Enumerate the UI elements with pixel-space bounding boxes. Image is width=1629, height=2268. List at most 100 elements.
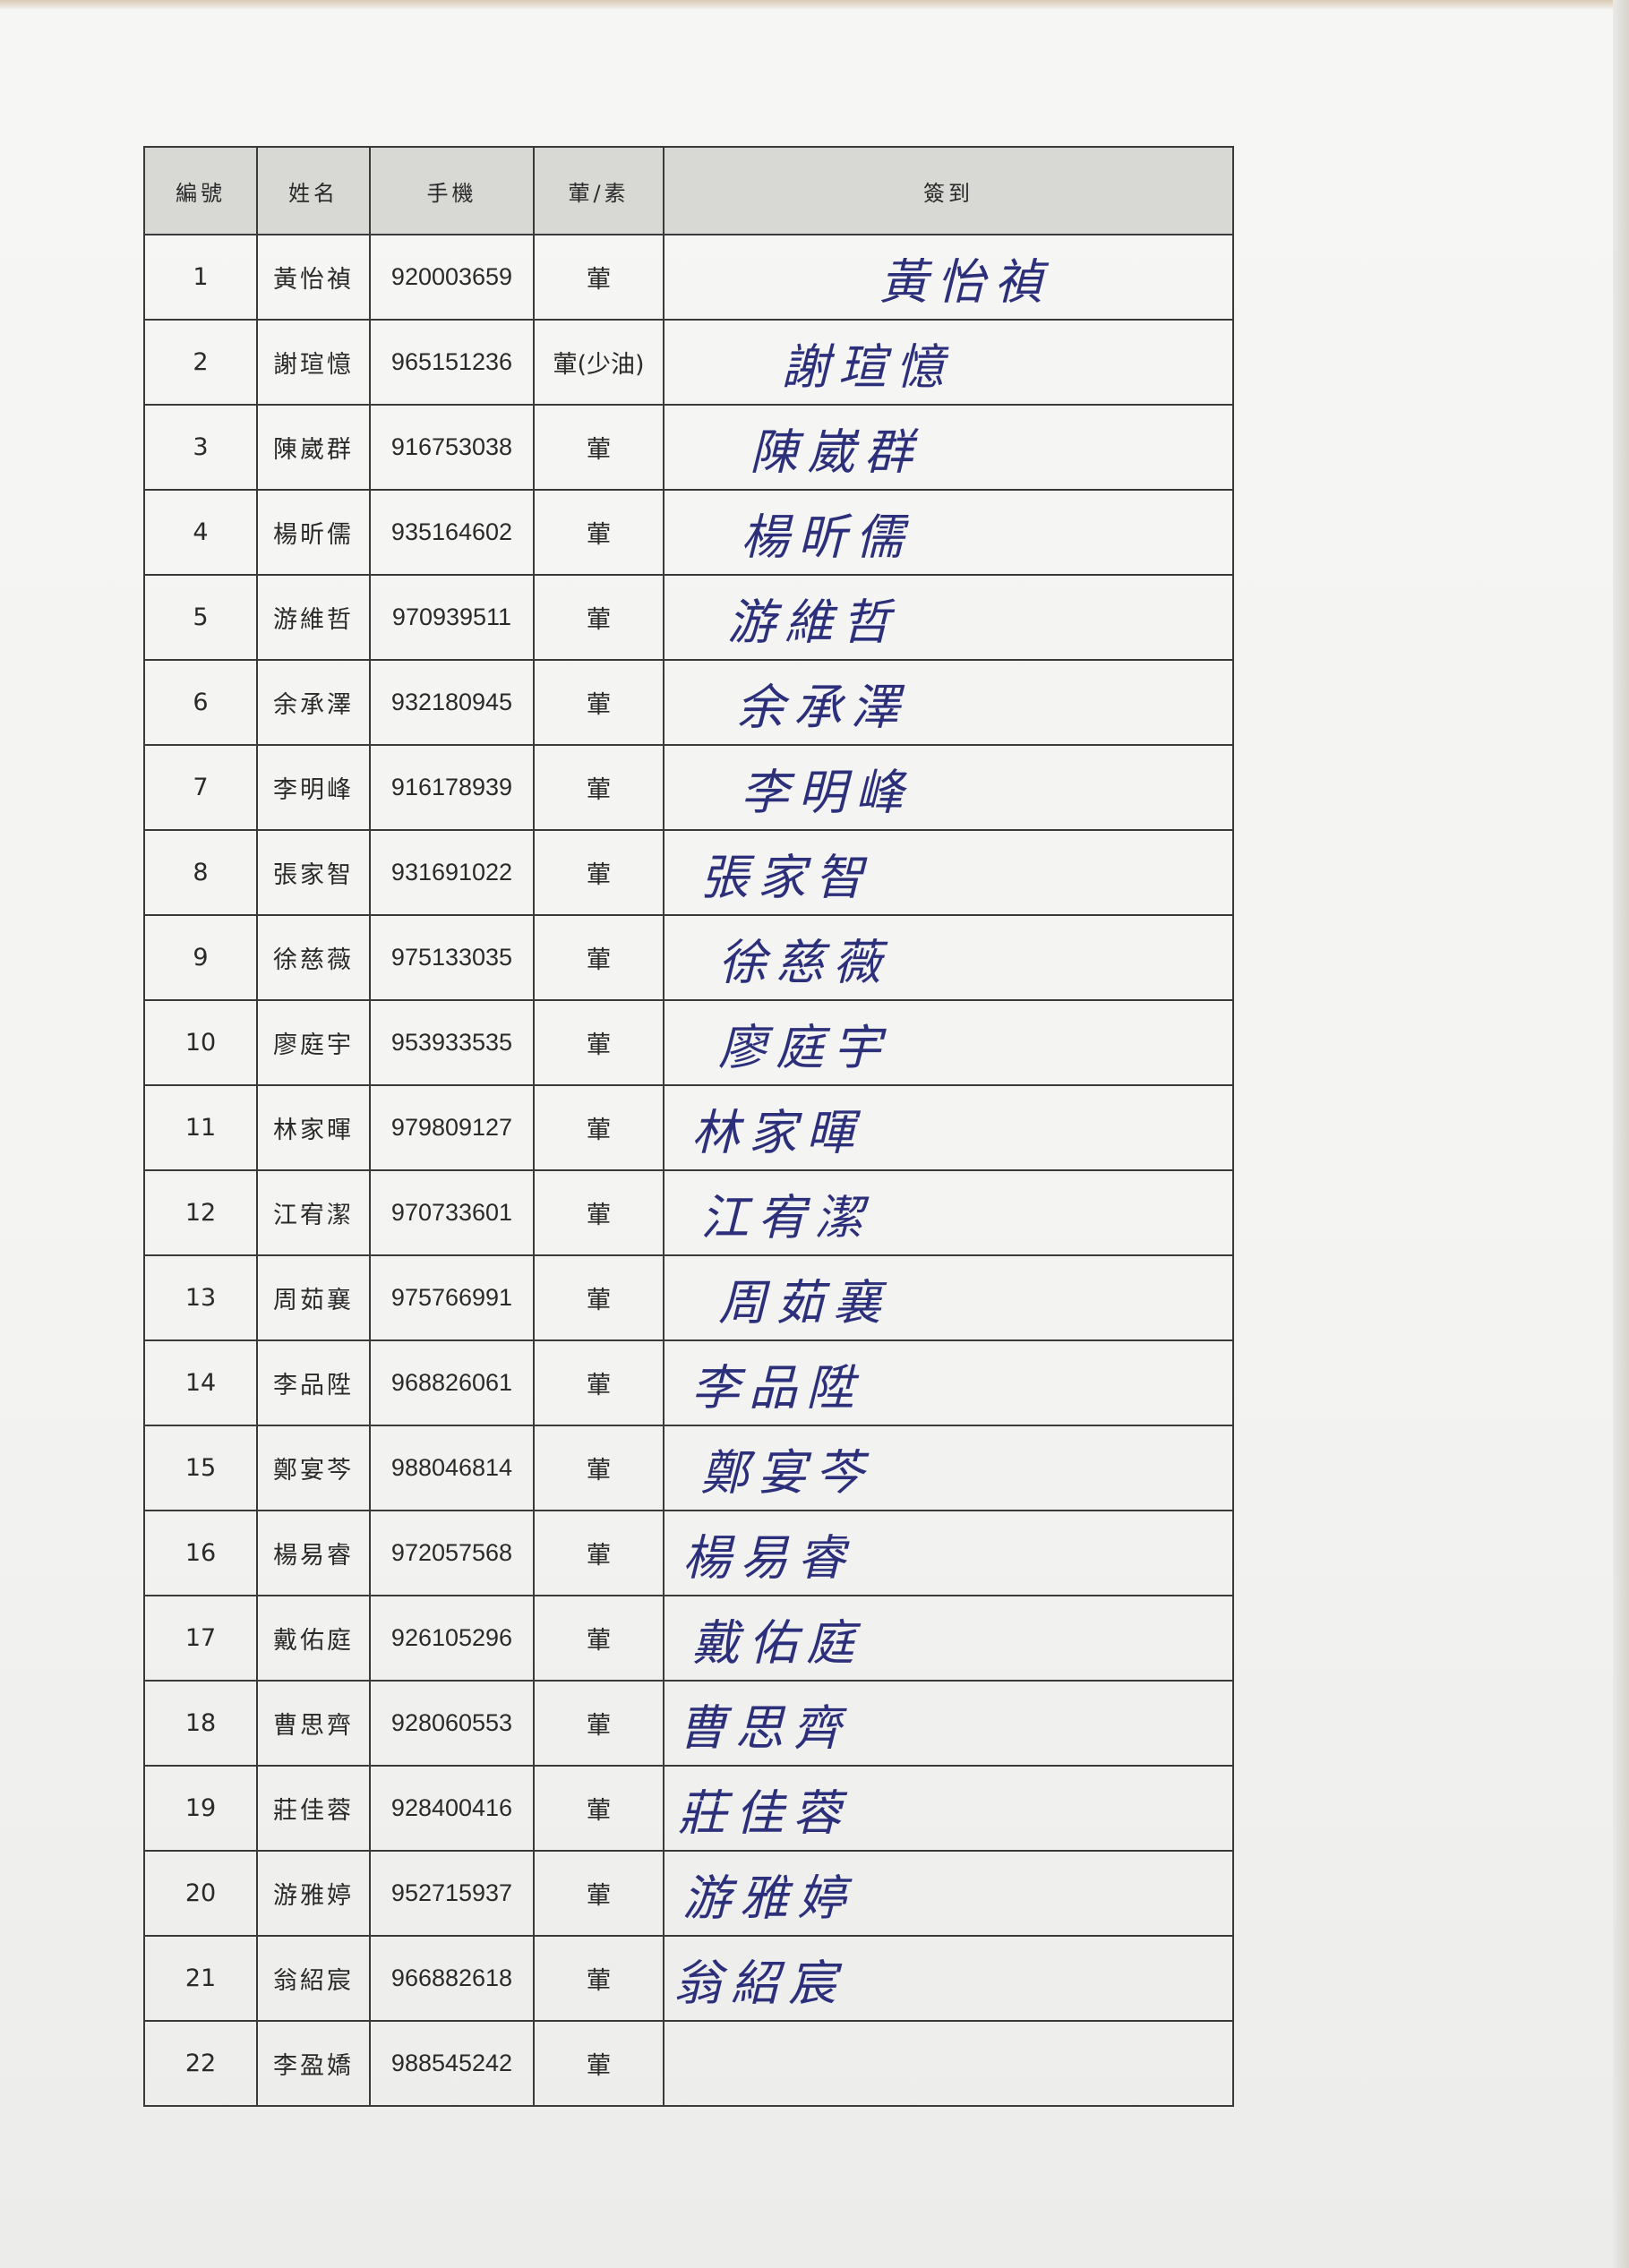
handwritten-signature: 翁紹宸 (673, 1955, 845, 2011)
row-number: 20 (143, 1850, 258, 1937)
row-phone: 953933535 (369, 999, 535, 1086)
table-row: 7 李明峰 916178939 葷李明峰 (143, 744, 1234, 831)
table-row: 5 游維哲 970939511 葷游維哲 (143, 574, 1234, 661)
row-phone: 988046814 (369, 1425, 535, 1511)
row-diet: 葷 (533, 2020, 664, 2107)
table-row: 3 陳崴群 916753038 葷陳崴群 (143, 404, 1234, 491)
row-signature-cell: 游維哲 (663, 574, 1234, 661)
row-phone: 932180945 (369, 659, 535, 746)
table-row: 21 翁紹宸 966882618 葷翁紹宸 (143, 1935, 1234, 2022)
row-phone: 920003659 (369, 234, 535, 321)
handwritten-signature: 徐慈薇 (718, 934, 890, 990)
row-signature-cell: 周茹襄 (663, 1254, 1234, 1341)
row-number: 18 (143, 1680, 258, 1767)
row-name: 周茹襄 (256, 1254, 371, 1341)
row-name: 江宥潔 (256, 1169, 371, 1256)
row-phone: 928400416 (369, 1765, 535, 1852)
handwritten-signature: 張家智 (700, 849, 872, 905)
row-phone: 979809127 (369, 1084, 535, 1171)
row-diet: 葷(少油) (533, 319, 664, 406)
row-signature-cell: 楊昕儒 (663, 489, 1234, 576)
table-row: 8 張家智 931691022 葷張家智 (143, 829, 1234, 916)
row-number: 7 (143, 744, 258, 831)
row-phone: 975133035 (369, 914, 535, 1001)
row-number: 11 (143, 1084, 258, 1171)
row-signature-cell: 翁紹宸 (663, 1935, 1234, 2022)
row-phone: 965151236 (369, 319, 535, 406)
row-phone: 975766991 (369, 1254, 535, 1341)
row-signature-cell: 謝瑄憶 (663, 319, 1234, 406)
row-number: 3 (143, 404, 258, 491)
table-row: 14 李品陞 968826061 葷李品陞 (143, 1339, 1234, 1426)
table-row: 4 楊昕儒 935164602 葷楊昕儒 (143, 489, 1234, 576)
row-name: 楊易睿 (256, 1510, 371, 1596)
row-diet: 葷 (533, 404, 664, 491)
row-signature-cell: 黃怡禎 (663, 234, 1234, 321)
row-number: 9 (143, 914, 258, 1001)
table-row: 22 李盈嬌 988545242 葷 (143, 2020, 1234, 2107)
row-number: 10 (143, 999, 258, 1086)
table-row: 17 戴佑庭 926105296 葷戴佑庭 (143, 1595, 1234, 1682)
row-diet: 葷 (533, 1680, 664, 1767)
table-row: 1 黃怡禎 920003659 葷黃怡禎 (143, 234, 1234, 321)
row-signature-cell (663, 2020, 1234, 2107)
row-phone: 966882618 (369, 1935, 535, 2022)
row-name: 陳崴群 (256, 404, 371, 491)
row-signature-cell: 張家智 (663, 829, 1234, 916)
row-diet: 葷 (533, 1510, 664, 1596)
row-number: 21 (143, 1935, 258, 2022)
row-signature-cell: 戴佑庭 (663, 1595, 1234, 1682)
paper-top-edge (0, 0, 1629, 9)
row-number: 14 (143, 1339, 258, 1426)
row-signature-cell: 游雅婷 (663, 1850, 1234, 1937)
paper-right-edge (1613, 0, 1629, 2268)
row-signature-cell: 廖庭宇 (663, 999, 1234, 1086)
row-number: 13 (143, 1254, 258, 1341)
row-name: 廖庭宇 (256, 999, 371, 1086)
row-name: 翁紹宸 (256, 1935, 371, 2022)
handwritten-signature: 游雅婷 (682, 1870, 854, 1926)
row-signature-cell: 李明峰 (663, 744, 1234, 831)
handwritten-signature: 游維哲 (727, 594, 899, 650)
table-row: 10 廖庭宇 953933535 葷廖庭宇 (143, 999, 1234, 1086)
row-number: 12 (143, 1169, 258, 1256)
handwritten-signature: 周茹襄 (718, 1274, 890, 1331)
table-row: 9 徐慈薇 975133035 葷徐慈薇 (143, 914, 1234, 1001)
row-signature-cell: 楊易睿 (663, 1510, 1234, 1596)
handwritten-signature: 廖庭宇 (718, 1019, 890, 1075)
row-phone: 968826061 (369, 1339, 535, 1426)
table-row: 15 鄭宴芩 988046814 葷鄭宴芩 (143, 1425, 1234, 1511)
row-diet: 葷 (533, 1765, 664, 1852)
row-phone: 931691022 (369, 829, 535, 916)
table-row: 18 曹思齊 928060553 葷曹思齊 (143, 1680, 1234, 1767)
row-number: 22 (143, 2020, 258, 2107)
row-signature-cell: 曹思齊 (663, 1680, 1234, 1767)
row-signature-cell: 江宥潔 (663, 1169, 1234, 1256)
handwritten-signature: 江宥潔 (700, 1189, 872, 1245)
row-phone: 952715937 (369, 1850, 535, 1937)
row-diet: 葷 (533, 829, 664, 916)
row-number: 4 (143, 489, 258, 576)
row-name: 曹思齊 (256, 1680, 371, 1767)
header-no: 編號 (143, 146, 258, 235)
row-name: 張家智 (256, 829, 371, 916)
attendance-table: 編號 姓名 手機 葷/素 簽到 1 黃怡禎 920003659 葷黃怡禎 2 謝瑄憶 965… (143, 146, 1234, 2107)
table-row: 19 莊佳蓉 928400416 葷莊佳蓉 (143, 1765, 1234, 1852)
row-name: 游雅婷 (256, 1850, 371, 1937)
row-phone: 970733601 (369, 1169, 535, 1256)
row-diet: 葷 (533, 914, 664, 1001)
row-name: 余承澤 (256, 659, 371, 746)
row-number: 6 (143, 659, 258, 746)
row-number: 1 (143, 234, 258, 321)
row-name: 李品陞 (256, 1339, 371, 1426)
row-diet: 葷 (533, 489, 664, 576)
row-diet: 葷 (533, 1254, 664, 1341)
row-name: 林家暉 (256, 1084, 371, 1171)
row-number: 19 (143, 1765, 258, 1852)
row-diet: 葷 (533, 744, 664, 831)
row-diet: 葷 (533, 1169, 664, 1256)
handwritten-signature: 林家暉 (691, 1104, 863, 1160)
row-diet: 葷 (533, 1084, 664, 1171)
row-number: 5 (143, 574, 258, 661)
header-sign: 簽到 (663, 146, 1234, 235)
